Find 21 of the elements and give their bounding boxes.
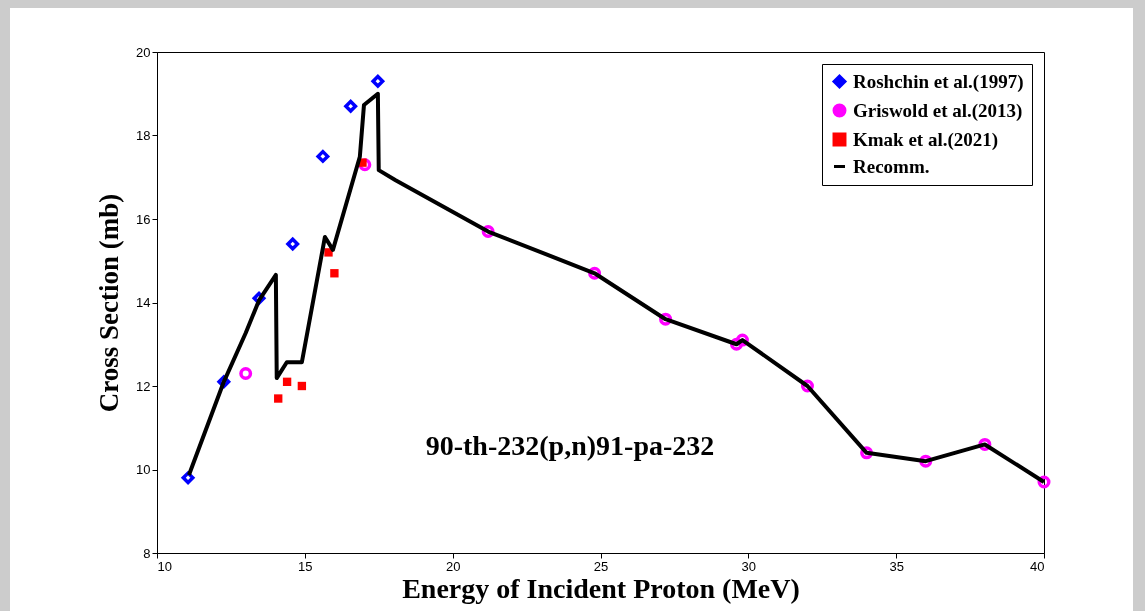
y-tick-label: 14 bbox=[136, 295, 151, 310]
y-axis-title: Cross Section (mb) bbox=[94, 193, 125, 413]
x-tick-label: 25 bbox=[593, 558, 609, 574]
y-tick-label: 16 bbox=[136, 211, 151, 227]
x-axis-title: Energy of Incident Proton (MeV) bbox=[402, 572, 800, 604]
x-tick-label: 30 bbox=[741, 558, 757, 574]
legend-label: Griswold et al.(2013) bbox=[853, 99, 1023, 122]
x-tick-label: 15 bbox=[298, 558, 313, 574]
y-tick-label: 10 bbox=[136, 462, 151, 477]
x-tick-label: 35 bbox=[889, 558, 904, 574]
x-tick-label: 20 bbox=[445, 558, 461, 574]
x-tick-label: 40 bbox=[1030, 558, 1045, 574]
y-tick-label: 8 bbox=[143, 545, 151, 561]
y-tick-label: 18 bbox=[136, 128, 151, 143]
annotation: 90-th-232(p,n)91-pa-232 bbox=[425, 430, 715, 461]
y-tick-label: 20 bbox=[136, 44, 151, 60]
legend-label: Roshchin et al.(1997) bbox=[853, 70, 1024, 93]
x-tick-label: 10 bbox=[157, 558, 172, 574]
legend-label: Kmak et al.(2021) bbox=[853, 128, 999, 151]
legend-label: Recomm. bbox=[853, 155, 930, 177]
y-tick-label: 12 bbox=[136, 378, 151, 394]
